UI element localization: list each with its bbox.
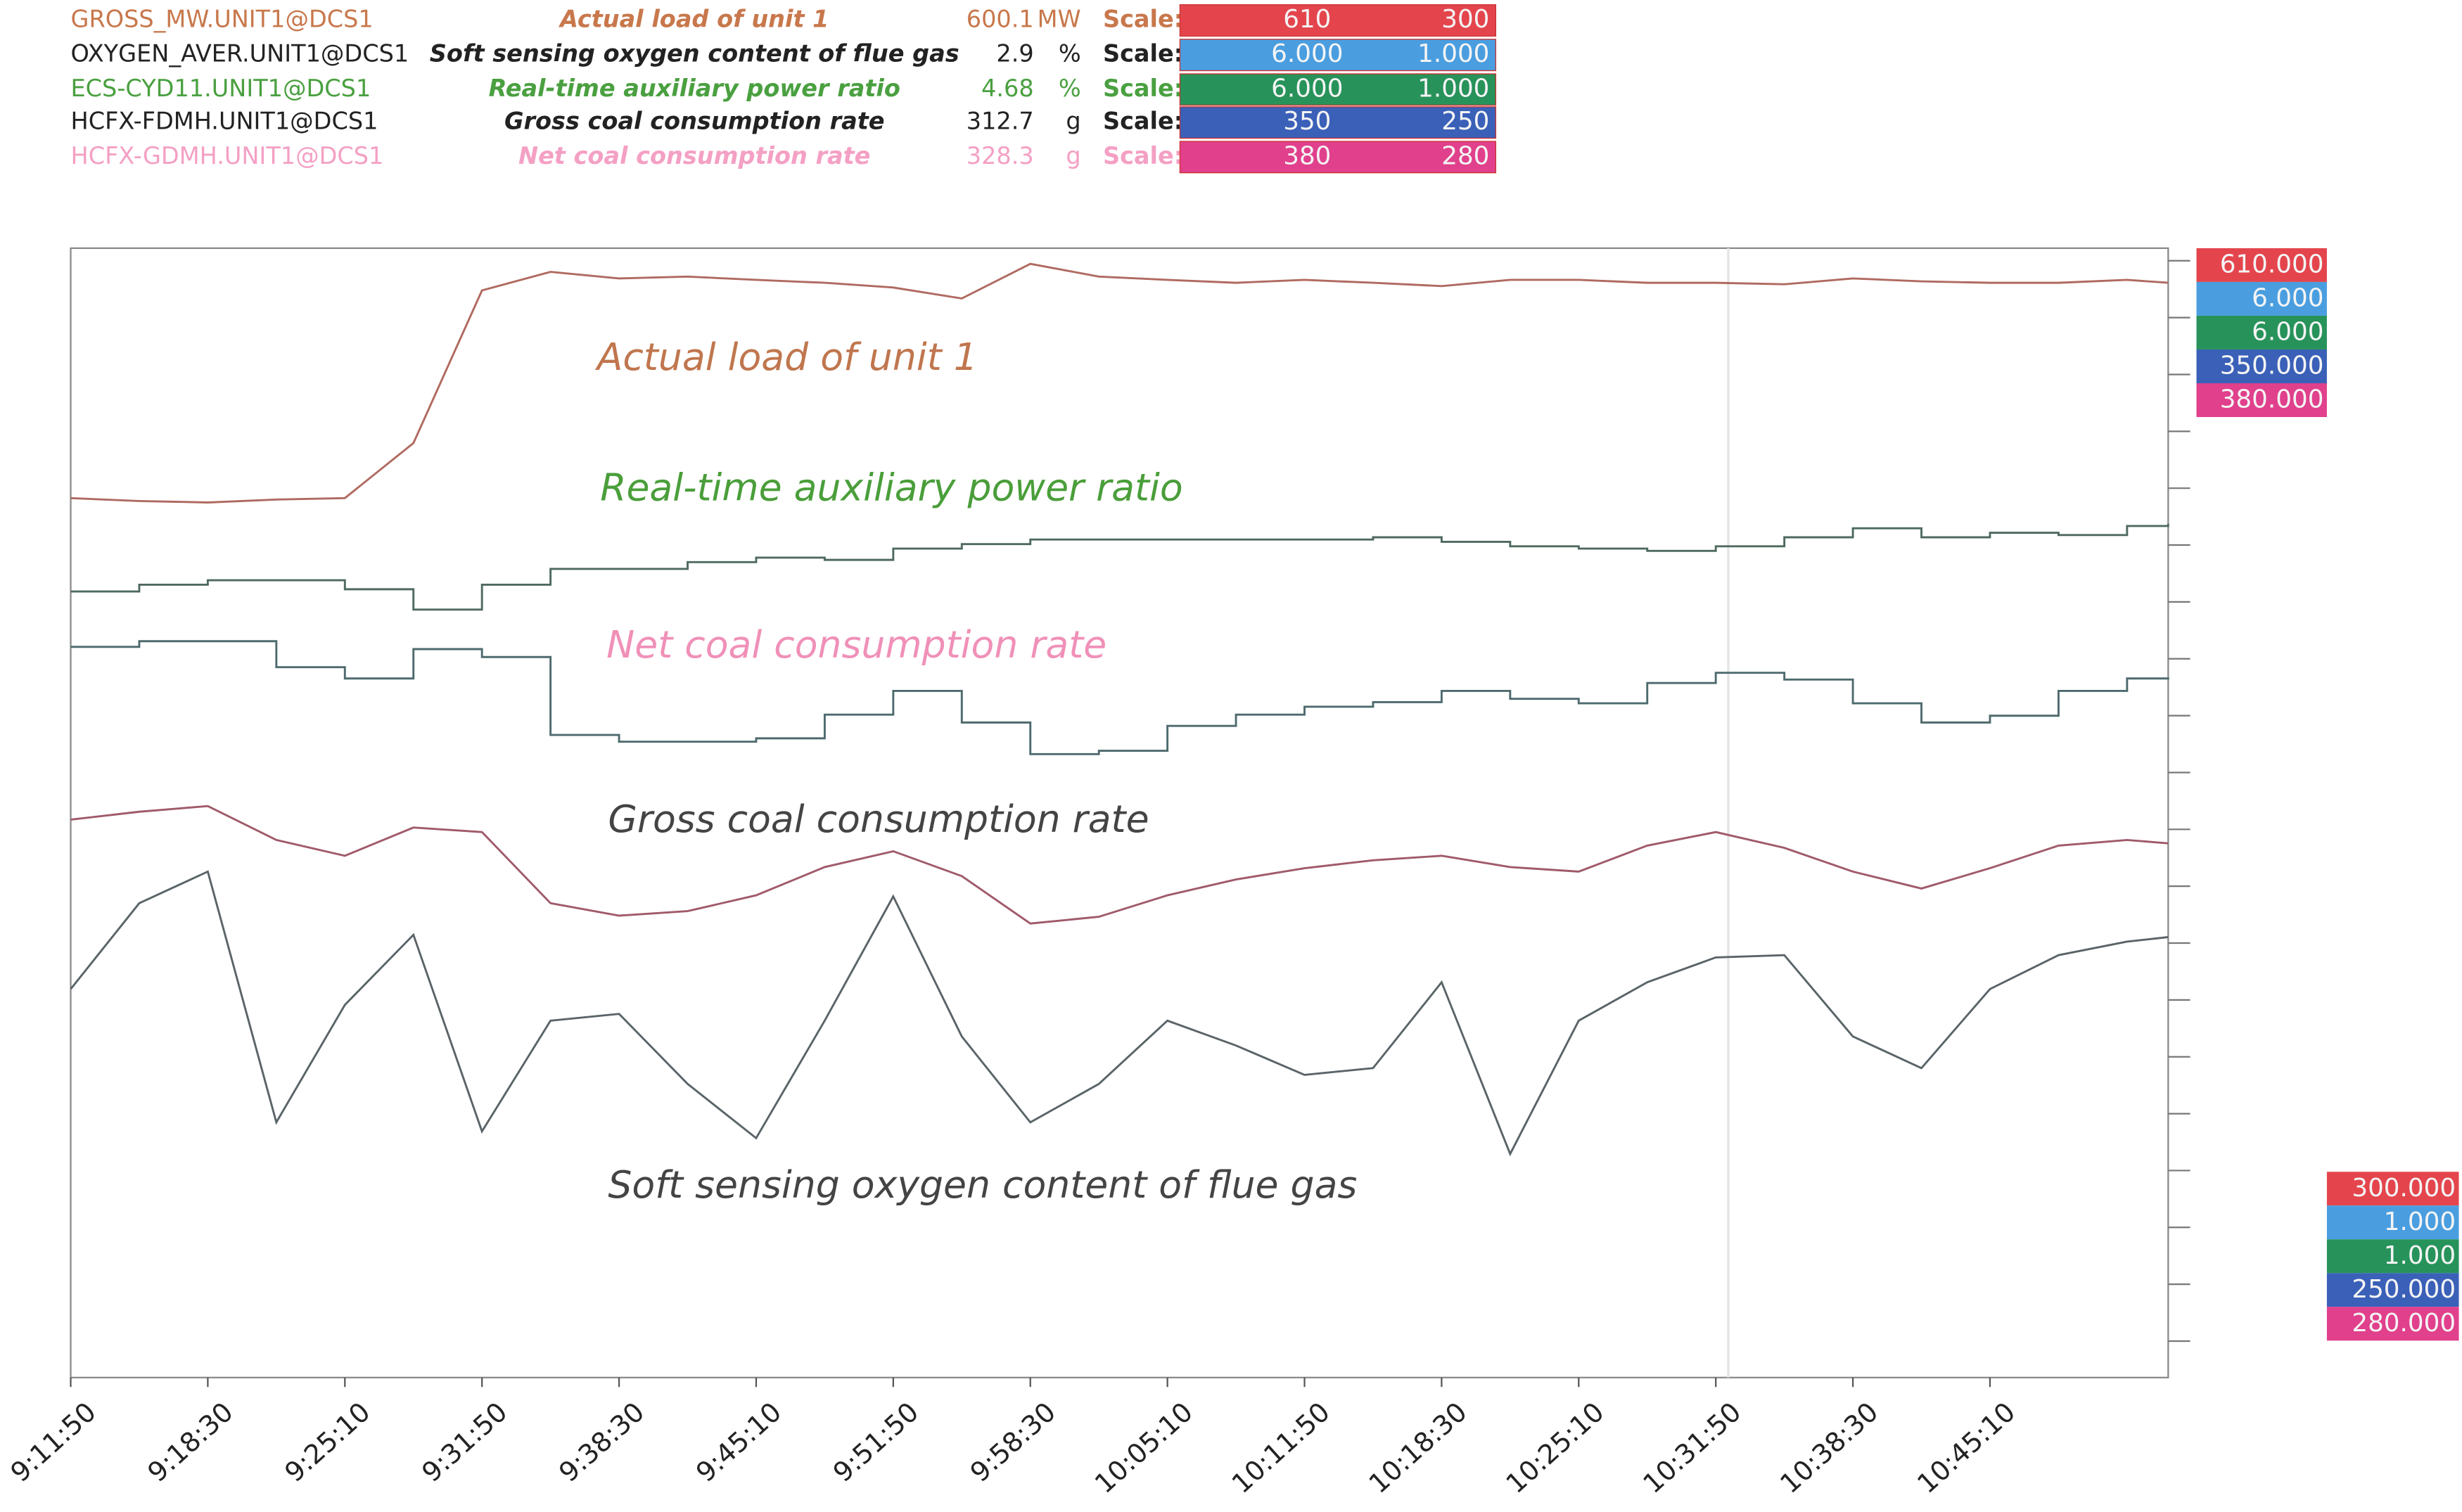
scale-bar bbox=[1179, 73, 1497, 106]
axis-bottom-box bbox=[2326, 1307, 2459, 1341]
legend-value: 328.3 bbox=[967, 142, 1034, 169]
annotation: Soft sensing oxygen content of flue gas bbox=[608, 1162, 1357, 1207]
legend-scale-label: Scale: bbox=[1103, 108, 1183, 135]
x-tick-label: 10:31:50 bbox=[1637, 1396, 1747, 1499]
scale-bottom: 250 bbox=[1441, 107, 1489, 136]
legend-description: Gross coal consumption rate bbox=[504, 108, 884, 135]
axis-top-label: 350.000 bbox=[2220, 352, 2324, 380]
axis-top-box bbox=[2196, 281, 2327, 316]
scale-top: 6.000 bbox=[1271, 39, 1343, 68]
annotation: Net coal consumption rate bbox=[606, 622, 1106, 667]
scale-top: 380 bbox=[1283, 141, 1331, 170]
axis-top-box bbox=[2196, 315, 2327, 350]
legend-value: 600.1 bbox=[967, 6, 1034, 33]
x-tick-label: 10:25:10 bbox=[1500, 1396, 1609, 1499]
series-line bbox=[70, 262, 2169, 504]
axis-top-box bbox=[2196, 383, 2327, 418]
x-tick-label: 10:45:10 bbox=[1911, 1396, 2021, 1499]
legend-unit: % bbox=[1059, 75, 1081, 102]
axis-bottom-label: 1.000 bbox=[2384, 1207, 2456, 1236]
legend-scale-label: Scale: bbox=[1103, 142, 1183, 169]
axis-top-label: 610.000 bbox=[2220, 250, 2324, 278]
x-tick-label: 10:38:30 bbox=[1774, 1396, 1884, 1499]
legend-tag: HCFX-FDMH.UNIT1@DCS1 bbox=[71, 108, 378, 135]
legend-unit: % bbox=[1059, 40, 1081, 68]
axis-bottom-box bbox=[2326, 1205, 2459, 1240]
scale-bottom: 280 bbox=[1441, 141, 1489, 170]
axis-bottom-label: 300.000 bbox=[2352, 1174, 2456, 1203]
legend-unit: MW bbox=[1038, 6, 1081, 33]
legend-description: Net coal consumption rate bbox=[518, 142, 870, 169]
axis-bottom-box bbox=[2326, 1273, 2459, 1307]
legend-unit: g bbox=[1066, 142, 1080, 169]
scale-bottom: 300 bbox=[1441, 5, 1489, 34]
legend-scale-label: Scale: bbox=[1103, 75, 1183, 102]
scale-bar bbox=[1179, 39, 1497, 72]
axis-top-label: 380.000 bbox=[2220, 385, 2324, 414]
x-tick-label: 9:11:50 bbox=[5, 1396, 102, 1488]
legend-tag: ECS-CYD11.UNIT1@DCS1 bbox=[71, 75, 371, 102]
x-tick-label: 10:18:30 bbox=[1363, 1396, 1473, 1499]
legend-description: Real-time auxiliary power ratio bbox=[489, 75, 900, 102]
x-tick-label: 10:05:10 bbox=[1089, 1396, 1199, 1499]
scale-bar bbox=[1179, 141, 1497, 174]
axis-top-box bbox=[2196, 248, 2327, 282]
legend-scale-label: Scale: bbox=[1103, 40, 1183, 68]
series-line bbox=[70, 870, 2169, 1157]
legend-scale-label: Scale: bbox=[1103, 6, 1183, 33]
scale-bottom: 1.000 bbox=[1417, 39, 1489, 68]
scale-bottom: 1.000 bbox=[1417, 74, 1489, 103]
x-tick-label: 10:11:50 bbox=[1226, 1396, 1336, 1499]
x-tick-label: 9:31:50 bbox=[416, 1396, 513, 1488]
legend-description: Soft sensing oxygen content of flue gas bbox=[430, 40, 959, 68]
legend-unit: g bbox=[1066, 108, 1080, 135]
x-tick-label: 9:58:30 bbox=[964, 1396, 1061, 1488]
x-tick-label: 9:18:30 bbox=[141, 1396, 238, 1488]
legend-tag: HCFX-GDMH.UNIT1@DCS1 bbox=[71, 142, 384, 169]
x-tick-label: 9:25:10 bbox=[279, 1396, 376, 1488]
plot-frame bbox=[70, 247, 2169, 1378]
scale-top: 350 bbox=[1283, 107, 1331, 136]
legend-description: Actual load of unit 1 bbox=[558, 6, 829, 33]
axis-top-box bbox=[2196, 349, 2327, 383]
series-line bbox=[70, 640, 2169, 755]
x-tick-label: 9:51:50 bbox=[827, 1396, 924, 1488]
axis-bottom-label: 1.000 bbox=[2384, 1241, 2456, 1270]
scale-top: 610 bbox=[1283, 5, 1331, 34]
legend-value: 2.9 bbox=[996, 40, 1033, 68]
axis-bottom-label: 280.000 bbox=[2352, 1309, 2456, 1338]
scale-bar bbox=[1179, 106, 1497, 139]
annotation: Real-time auxiliary power ratio bbox=[600, 466, 1182, 510]
legend-value: 4.68 bbox=[981, 75, 1034, 102]
axis-bottom-box bbox=[2326, 1239, 2459, 1274]
legend-value: 312.7 bbox=[967, 108, 1034, 135]
scale-top: 6.000 bbox=[1271, 74, 1343, 103]
scale-bar bbox=[1179, 4, 1497, 37]
series-line bbox=[70, 805, 2169, 925]
series-line bbox=[70, 523, 2169, 611]
axis-bottom-label: 250.000 bbox=[2352, 1275, 2456, 1304]
legend-tag: GROSS_MW.UNIT1@DCS1 bbox=[71, 6, 374, 33]
axis-bottom-box bbox=[2326, 1172, 2459, 1206]
legend-tag: OXYGEN_AVER.UNIT1@DCS1 bbox=[71, 40, 409, 68]
axis-top-label: 6.000 bbox=[2252, 283, 2323, 312]
annotation: Gross coal consumption rate bbox=[608, 797, 1149, 841]
x-tick-label: 9:45:10 bbox=[690, 1396, 787, 1488]
axis-top-label: 6.000 bbox=[2252, 318, 2323, 347]
annotation: Actual load of unit 1 bbox=[595, 335, 978, 379]
x-tick-label: 9:38:30 bbox=[553, 1396, 650, 1488]
